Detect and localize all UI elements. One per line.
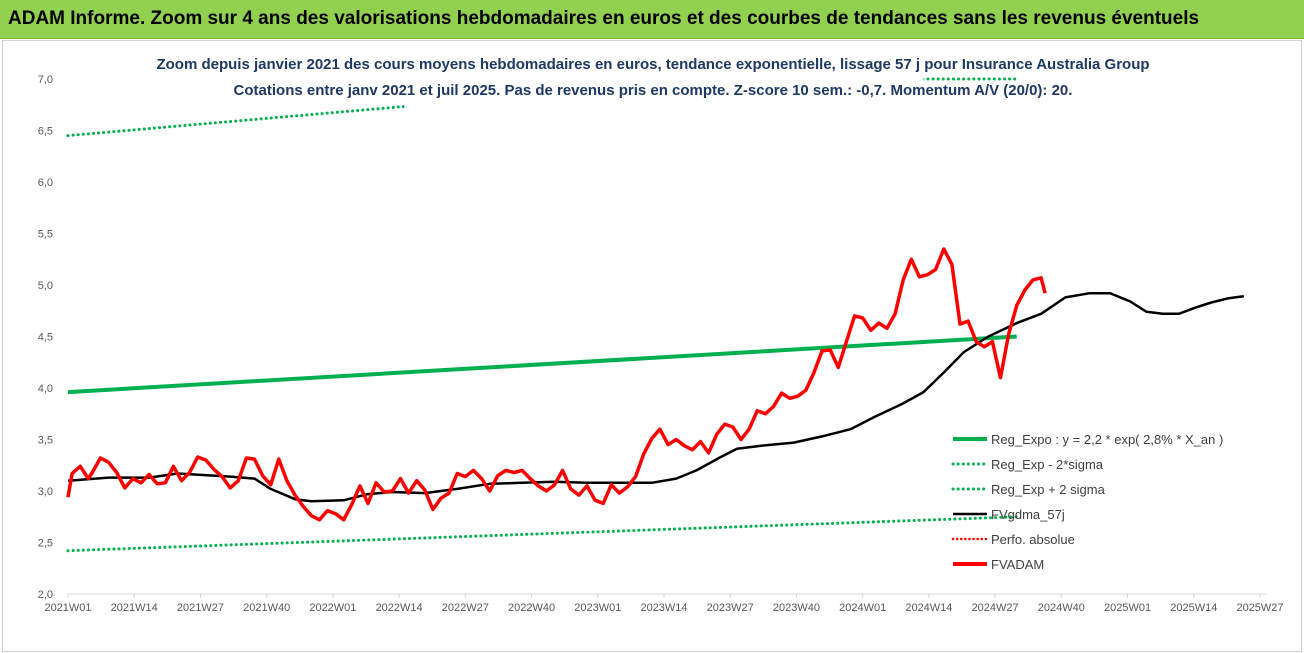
x-tick-label: 2022W27 — [442, 602, 489, 614]
x-tick-label: 2021W40 — [243, 602, 290, 614]
x-tick-label: 2023W40 — [773, 602, 820, 614]
x-tick-label: 2023W14 — [640, 602, 687, 614]
legend-label: FVADAM — [991, 557, 1044, 572]
legend-label: FVgdma_57j — [991, 507, 1065, 522]
legend-label: Reg_Expo : y = 2,2 * exp( 2,8% * X_an ) — [991, 432, 1223, 447]
x-tick-label: 2025W27 — [1236, 602, 1283, 614]
x-tick-label: 2023W01 — [574, 602, 621, 614]
x-tick-label: 2021W14 — [111, 602, 158, 614]
report-title: ADAM Informe. Zoom sur 4 ans des valoris… — [8, 8, 1200, 29]
axes: 2,0 2,5 3,0 3,5 4,0 4,5 5,0 5,5 6,0 6,5 7,0 2021W01… — [38, 74, 1284, 614]
y-tick-label: 4,0 — [38, 383, 53, 395]
report-banner: ADAM Informe. Zoom sur 4 ans des valoris… — [0, 0, 1304, 39]
y-tick-label: 6,0 — [38, 177, 53, 189]
reg-expo-line — [67, 334, 1017, 395]
x-tick-label: 2021W27 — [177, 602, 224, 614]
chart-subtitle-line1: Zoom depuis janvier 2021 des cours moyen… — [156, 56, 1149, 73]
y-tick-label: 3,0 — [38, 486, 53, 498]
title-mask — [404, 73, 924, 113]
legend-label: Perfo. absolue — [991, 532, 1075, 547]
legend-label: Reg_Exp + 2 sigma — [991, 482, 1106, 497]
fvadam-line — [66, 247, 1047, 522]
y-tick-label: 4,5 — [38, 332, 53, 344]
y-tick-label: 2,0 — [38, 589, 53, 601]
series-layer — [66, 73, 1244, 553]
x-tick-label: 2022W40 — [508, 602, 555, 614]
x-tick-label: 2024W27 — [972, 602, 1019, 614]
y-tick-label: 3,5 — [38, 435, 53, 447]
x-tick-label: 2023W27 — [707, 602, 754, 614]
y-tick-label: 5,5 — [38, 229, 53, 241]
x-tick-label: 2025W01 — [1104, 602, 1151, 614]
y-tick-label: 5,0 — [38, 280, 53, 292]
chart-subtitle-line2: Cotations entre janv 2021 et juil 2025. … — [234, 82, 1073, 99]
y-tick-label: 2,5 — [38, 538, 53, 550]
y-tick-label: 6,5 — [38, 126, 53, 138]
x-tick-label: 2024W40 — [1038, 602, 1085, 614]
x-tick-label: 2021W01 — [44, 602, 91, 614]
x-tick-label: 2022W14 — [376, 602, 423, 614]
line-chart: 2,0 2,5 3,0 3,5 4,0 4,5 5,0 5,5 6,0 6,5 7,0 2021W01… — [38, 56, 1284, 614]
reg-exp-minus-2sigma-line — [66, 515, 1019, 553]
x-tick-label: 2022W01 — [309, 602, 356, 614]
legend: Reg_Expo : y = 2,2 * exp( 2,8% * X_an ) R… — [951, 432, 1223, 572]
fvgdma-57j-line — [67, 291, 1244, 503]
x-tick-label: 2024W14 — [905, 602, 952, 614]
chart-area: 2,0 2,5 3,0 3,5 4,0 4,5 5,0 5,5 6,0 6,5 7,0 2021W01… — [2, 40, 1302, 652]
y-tick-label: 7,0 — [38, 74, 53, 86]
x-tick-label: 2025W14 — [1170, 602, 1217, 614]
legend-label: Reg_Exp - 2*sigma — [991, 457, 1104, 472]
x-tick-label: 2024W01 — [839, 602, 886, 614]
